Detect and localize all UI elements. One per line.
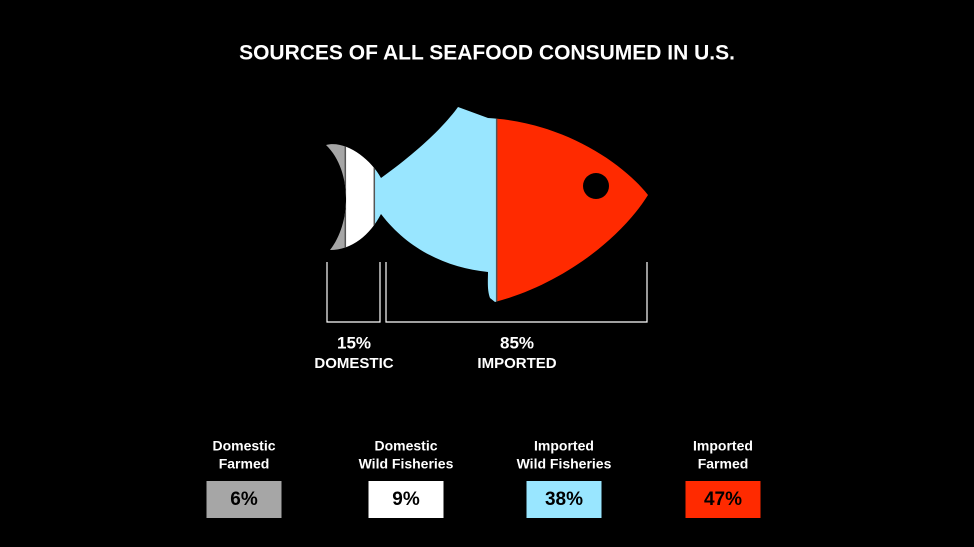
item-value: 9%: [392, 489, 420, 510]
item-label: Farmed: [698, 456, 749, 472]
item-value: 6%: [230, 489, 258, 510]
bracket: [385, 262, 648, 323]
title: SOURCES OF ALL SEAFOOD CONSUMED IN U.S.: [239, 42, 735, 65]
item-value: 38%: [545, 489, 583, 510]
item-value: 47%: [704, 489, 742, 510]
item-label: Domestic: [212, 438, 275, 454]
item-label: Wild Fisheries: [359, 456, 454, 472]
fish-eye: [583, 173, 609, 199]
group-value: 15%: [337, 333, 371, 352]
item-label: Domestic: [374, 438, 437, 454]
item-box: [685, 481, 761, 518]
item-label: Farmed: [219, 456, 270, 472]
item-box: [526, 481, 602, 518]
group-value: 85%: [500, 333, 534, 352]
item-box: [206, 481, 282, 518]
group-label: DOMESTIC: [314, 355, 393, 372]
item-label: Imported: [534, 438, 594, 454]
group-label: IMPORTED: [477, 355, 556, 372]
item-label: Imported: [693, 438, 753, 454]
item-label: Wild Fisheries: [517, 456, 612, 472]
bracket: [326, 262, 381, 323]
item-box: [368, 481, 444, 518]
